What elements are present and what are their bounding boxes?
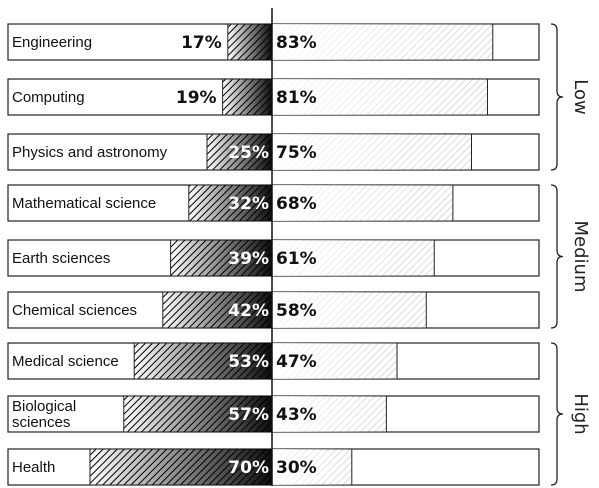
- bar-row: Biological sciences 57% 43%: [7, 395, 540, 433]
- bar-row: Medical science 53% 47%: [7, 342, 540, 380]
- bar-right-shade: [272, 24, 493, 60]
- value-label-left: 32%: [228, 194, 269, 214]
- group-bracket: Low: [550, 23, 591, 171]
- group-bracket: High: [550, 342, 591, 486]
- bar-row: Computing 19% 81%: [7, 78, 540, 116]
- bar-right-shade: [272, 79, 488, 115]
- value-label-right: 61%: [276, 249, 317, 269]
- value-label-left: 25%: [228, 143, 269, 163]
- category-label: Health: [12, 459, 55, 476]
- bar-row: Earth sciences 39% 61%: [7, 239, 540, 277]
- value-label-left: 19%: [176, 88, 217, 108]
- bar-rows: Engineering 17% 83% Computing 19% 81% Physics …: [7, 23, 540, 486]
- bar-right-shade: [272, 343, 398, 379]
- bar-left-shade: [90, 449, 272, 485]
- bar-row: Engineering 17% 83%: [7, 23, 540, 61]
- value-label-right: 30%: [276, 458, 317, 478]
- bar-right-shade: [272, 396, 387, 432]
- category-label: Mathematical science: [12, 195, 156, 212]
- group-label: Low: [570, 79, 591, 114]
- category-label: Physics and astronomy: [12, 144, 168, 161]
- value-label-left: 53%: [228, 352, 269, 372]
- bracket-path: [550, 342, 564, 486]
- bar-left-shade: [207, 134, 272, 170]
- group-brackets: Low Medium High: [550, 23, 591, 486]
- bar-left-shade: [162, 292, 272, 328]
- bar-right-shade: [272, 292, 427, 328]
- category-label: Computing: [12, 89, 85, 106]
- category-label: Engineering: [12, 34, 92, 51]
- value-label-left: 17%: [181, 33, 222, 53]
- category-label: Medical science: [12, 353, 119, 370]
- value-label-right: 83%: [276, 33, 317, 53]
- bar-row: Chemical sciences 42% 58%: [7, 291, 540, 329]
- bar-left-shade: [188, 185, 272, 221]
- value-label-right: 47%: [276, 352, 317, 372]
- value-label-left: 39%: [228, 249, 269, 269]
- bar-left-shade: [134, 343, 272, 379]
- bar-right-shade: [272, 134, 472, 170]
- group-bracket: Medium: [550, 184, 591, 329]
- value-label-left: 70%: [228, 458, 269, 478]
- value-label-right: 58%: [276, 301, 317, 321]
- value-label-left: 42%: [228, 301, 269, 321]
- category-label: Biological sciences: [12, 398, 76, 431]
- value-label-left: 57%: [228, 405, 269, 425]
- value-label-right: 75%: [276, 143, 317, 163]
- bar-row: Physics and astronomy 25% 75%: [7, 133, 540, 171]
- bar-right-shade: [272, 449, 352, 485]
- category-label: Earth sciences: [12, 250, 110, 267]
- bar-row: Mathematical science 32% 68%: [7, 184, 540, 222]
- value-label-right: 68%: [276, 194, 317, 214]
- bar-left-shade: [222, 79, 272, 115]
- bar-right-shade: [272, 240, 435, 276]
- bar-right-shade: [272, 185, 453, 221]
- bar-row: Health 70% 30%: [7, 448, 540, 486]
- bar-left-shade: [123, 396, 272, 432]
- group-label: Medium: [570, 221, 591, 293]
- bar-left-shade: [170, 240, 272, 276]
- bracket-path: [550, 23, 564, 171]
- value-label-right: 43%: [276, 405, 317, 425]
- value-label-right: 81%: [276, 88, 317, 108]
- bar-left-shade: [227, 24, 272, 60]
- category-label: Chemical sciences: [12, 302, 137, 319]
- bracket-path: [550, 184, 564, 329]
- group-label: High: [570, 393, 591, 434]
